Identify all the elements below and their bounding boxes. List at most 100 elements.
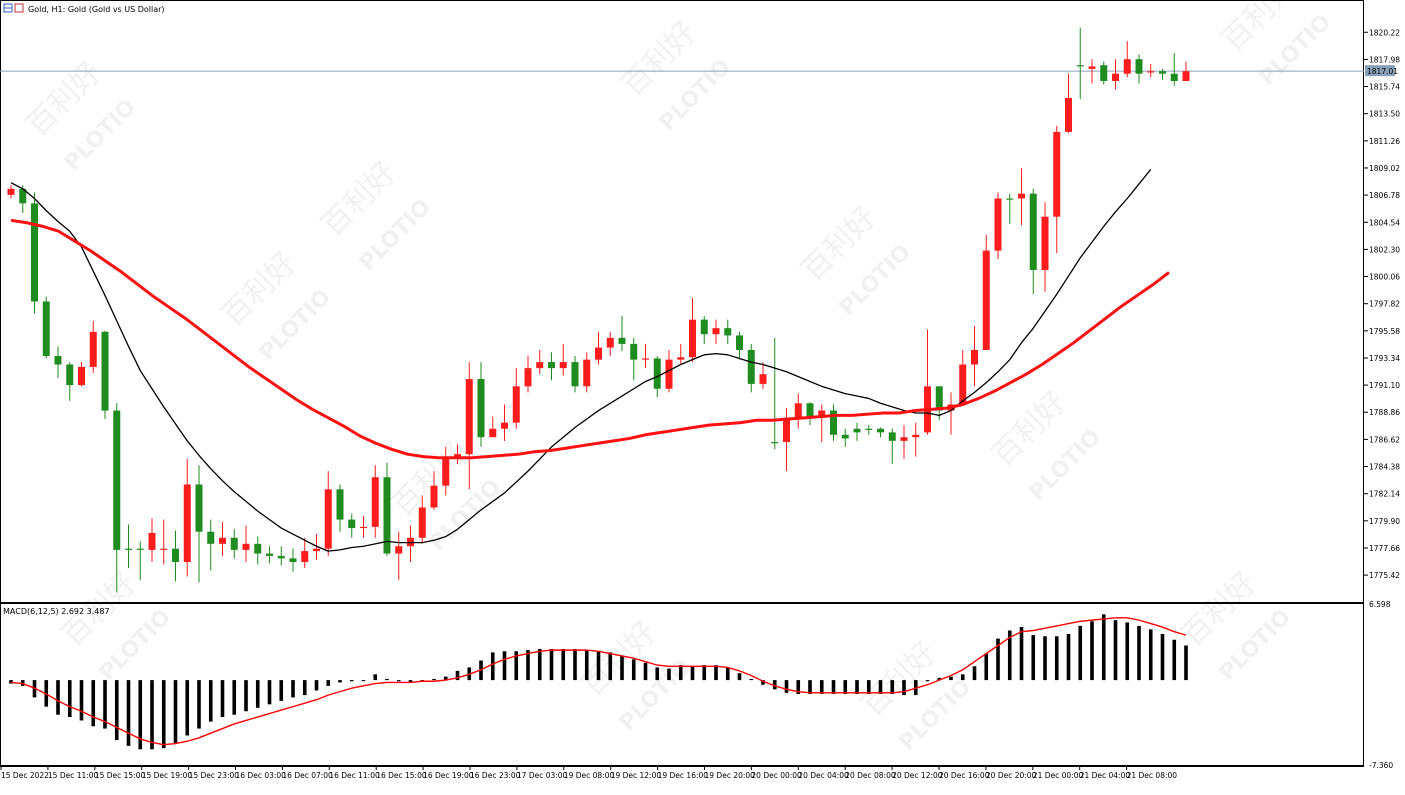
macd-bar <box>972 666 977 681</box>
candle-body <box>559 362 567 369</box>
candle-body <box>54 356 62 365</box>
candle-body <box>7 188 15 195</box>
macd-bar <box>1184 645 1188 681</box>
candle-body <box>630 343 638 360</box>
price-tick-label: 1795.58 <box>1369 327 1400 336</box>
time-tick-label: 19 Dec 20:00 <box>705 771 756 780</box>
macd-bar <box>1125 622 1130 681</box>
candle-body <box>242 543 250 550</box>
time-tick-label: 16 Dec 11:00 <box>329 771 380 780</box>
moving-average-slow-line <box>10 218 1170 460</box>
candle-body <box>1041 216 1049 270</box>
candle-body <box>806 403 814 418</box>
macd-bar <box>1043 636 1047 681</box>
time-tick-label: 21 Dec 00:00 <box>1033 771 1084 780</box>
candle-body <box>653 358 661 389</box>
macd-bar <box>1137 625 1141 681</box>
macd-bar <box>667 668 671 681</box>
macd-bar <box>67 680 72 718</box>
candle-body <box>313 548 320 552</box>
time-tick-label: 15 Dec 15:00 <box>95 771 146 780</box>
macd-bar <box>455 670 460 681</box>
candle-body <box>125 548 132 550</box>
macd-bar <box>255 680 260 708</box>
macd-bar <box>655 667 660 681</box>
candle-body <box>700 319 708 335</box>
candle-body <box>759 374 767 384</box>
macd-bar <box>91 680 96 727</box>
candle-body <box>536 362 544 369</box>
macd-bar <box>502 651 507 681</box>
candle-body <box>418 507 426 538</box>
macd-bar <box>56 680 60 715</box>
macd-bar <box>1031 635 1036 681</box>
time-tick-label: 15 Dec 2022 <box>1 771 49 780</box>
candle-body <box>219 537 226 544</box>
macd-bar <box>1090 621 1094 681</box>
macd-bar <box>114 680 119 741</box>
candle-body <box>89 331 97 367</box>
macd-bar <box>761 680 765 685</box>
candle-body <box>877 428 884 433</box>
macd-bar <box>925 680 930 682</box>
time-tick-label: 20 Dec 16:00 <box>939 771 990 780</box>
candle-body <box>172 548 179 563</box>
time-tick-label: 16 Dec 03:00 <box>236 771 287 780</box>
price-tick-label: 1784.38 <box>1369 463 1400 472</box>
candle-body <box>1076 65 1084 67</box>
price-tick-label: 1797.82 <box>1369 300 1400 309</box>
macd-bar <box>702 665 707 681</box>
macd-bar <box>561 648 566 681</box>
macd-bar <box>208 680 213 722</box>
candle-body <box>254 543 262 554</box>
macd-bar <box>1019 627 1024 681</box>
chart-header: Gold, H1: Gold (Gold vs US Dollar) MACD(… <box>3 3 165 616</box>
time-tick-label: 15 Dec 23:00 <box>189 771 240 780</box>
macd-bar <box>678 665 683 681</box>
macd-signal-line <box>10 617 1187 746</box>
time-tick-label: 20 Dec 00:00 <box>751 771 802 780</box>
candle-body <box>430 485 438 508</box>
candle-body <box>230 537 238 550</box>
candle-body <box>1006 198 1014 200</box>
macd-bar <box>1078 625 1083 681</box>
price-tick-label: 1779.90 <box>1369 517 1400 526</box>
candle-body <box>1053 131 1061 217</box>
macd-bar <box>9 680 13 684</box>
macd-bar <box>161 680 166 749</box>
chart-series-icon[interactable] <box>14 3 24 13</box>
macd-bar <box>408 680 413 683</box>
macd-bar <box>79 680 84 721</box>
macd-bar <box>996 638 1000 681</box>
price-tick-label: 1811.26 <box>1369 137 1400 146</box>
macd-bar <box>714 665 718 681</box>
macd-tick-label: -7.360 <box>1369 761 1393 770</box>
candle-body <box>1112 73 1119 81</box>
price-tick-label: 1809.02 <box>1369 164 1400 173</box>
time-tick-label: 17 Dec 03:00 <box>517 771 568 780</box>
candle-body <box>959 364 967 405</box>
candle-body <box>830 410 837 435</box>
candle-body <box>477 379 485 438</box>
candle-body <box>642 358 649 360</box>
candle-body <box>888 432 896 441</box>
candle-body <box>183 484 191 563</box>
candle-body <box>677 357 685 360</box>
candle-body <box>1135 59 1143 74</box>
price-tick-label: 1800.06 <box>1369 273 1400 282</box>
macd-bar <box>443 676 448 681</box>
candle-body <box>1147 71 1155 73</box>
macd-bar <box>291 680 295 698</box>
macd-bar <box>866 680 871 694</box>
chart-title: Gold, H1: Gold (Gold vs US Dollar) <box>28 5 165 14</box>
candle-body <box>935 386 943 411</box>
candle-body <box>42 301 50 357</box>
candle-body <box>148 532 156 550</box>
macd-tick-label: 6.598 <box>1369 600 1391 609</box>
macd-bar <box>185 680 190 736</box>
price-layer <box>0 27 1364 593</box>
macd-bar <box>244 680 248 712</box>
